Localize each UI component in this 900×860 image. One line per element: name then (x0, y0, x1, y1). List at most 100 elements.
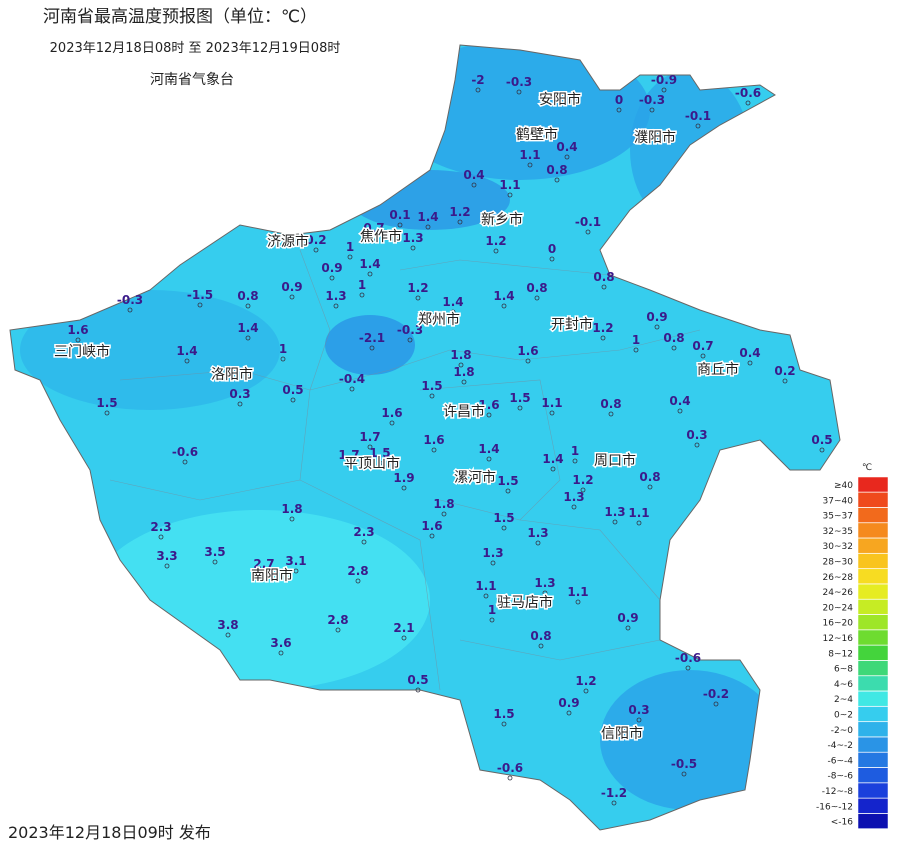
station-dot (583, 688, 589, 694)
station-dot (713, 701, 719, 707)
station-value: -0.1 (685, 109, 711, 123)
station-value: 0.4 (739, 346, 760, 360)
station-dot (654, 324, 660, 330)
station-dot (369, 345, 375, 351)
station-dot (389, 420, 395, 426)
legend-swatch (857, 767, 889, 783)
station-dot (554, 177, 560, 183)
station-dot (415, 687, 421, 693)
legend-label: 8~12 (828, 649, 853, 659)
legend-swatch (857, 599, 889, 615)
station-dot (564, 154, 570, 160)
station-dot (505, 488, 511, 494)
station-dot (580, 487, 586, 493)
station-dot (550, 466, 556, 472)
legend-label: -12~-8 (822, 787, 853, 797)
station-value: 0.8 (600, 397, 621, 411)
station-value: 1.4 (176, 344, 197, 358)
station-value: 0.2 (774, 364, 795, 378)
station-dot (401, 485, 407, 491)
station-dot (346, 462, 352, 468)
station-value: 1.5 (493, 511, 514, 525)
station-value: 1.6 (67, 323, 88, 337)
legend-swatch (857, 537, 889, 554)
station-value: 0.5 (282, 383, 303, 397)
station-dot (289, 516, 295, 522)
station-dot (549, 410, 555, 416)
station-dot (490, 560, 496, 566)
station-dot (601, 284, 607, 290)
station-value: 1.5 (421, 379, 442, 393)
station-value: 1 (358, 278, 366, 292)
station-dot (671, 345, 677, 351)
station-value: 0.5 (811, 433, 832, 447)
station-value: 0 (615, 93, 623, 107)
legend-label: 12~16 (823, 634, 854, 644)
station-value: -0.6 (497, 761, 523, 775)
station-dot (367, 271, 373, 277)
city-name: 新乡市 (481, 211, 523, 228)
station-dot (429, 393, 435, 399)
station-value: 1 (488, 603, 496, 617)
station-value: 1.6 (421, 519, 442, 533)
legend-swatch (857, 752, 889, 768)
station-dot (534, 295, 540, 301)
station-value: -0.6 (735, 86, 761, 100)
station-value: -2.1 (359, 331, 385, 345)
issuer: 河南省气象台 (150, 72, 234, 88)
city-name: 南阳市 (251, 567, 293, 584)
station-dot (182, 459, 188, 465)
station-dot (493, 248, 499, 254)
station-value: 1.1 (567, 585, 588, 599)
station-dot (571, 504, 577, 510)
station-value: 1.1 (499, 178, 520, 192)
station-dot (489, 617, 495, 623)
legend-swatch (857, 813, 889, 829)
station-dot (212, 559, 218, 565)
station-dot (486, 412, 492, 418)
station-dot (677, 408, 683, 414)
city-name: 济源市 (267, 233, 309, 250)
legend-swatch (857, 629, 889, 646)
station-value: 1.4 (478, 442, 499, 456)
station-value: 1.7 (338, 448, 359, 462)
legend-swatch (857, 507, 889, 523)
station-value: 0.9 (646, 310, 667, 324)
station-dot (347, 254, 353, 260)
station-value: 1.6 (517, 344, 538, 358)
station-dot (225, 632, 231, 638)
legend-swatch (857, 645, 889, 661)
station-dot (429, 533, 435, 539)
station-value: 0.8 (526, 281, 547, 295)
city-name: 漯河市 (454, 469, 496, 486)
station-value: 1.4 (417, 210, 438, 224)
station-dot (661, 87, 667, 93)
station-value: 2.3 (353, 525, 374, 539)
station-value: 1.5 (509, 391, 530, 405)
station-dot (685, 665, 691, 671)
station-dot (407, 337, 413, 343)
station-value: 3.5 (204, 545, 225, 559)
station-dot (371, 235, 377, 241)
station-dot (293, 568, 299, 574)
station-value: 0.8 (546, 163, 567, 177)
station-dot (819, 447, 825, 453)
station-value: 2.3 (150, 520, 171, 534)
station-dot (197, 302, 203, 308)
station-value: 0.7 (363, 221, 384, 235)
station-value: 2.8 (347, 564, 368, 578)
station-dot (611, 800, 617, 806)
station-dot (649, 107, 655, 113)
station-value: 0.4 (669, 394, 690, 408)
legend-swatch (857, 568, 889, 585)
station-dot (633, 347, 639, 353)
station-value: -0.6 (172, 445, 198, 459)
legend-label: 28~30 (823, 558, 854, 568)
legend-label: 16~20 (823, 619, 854, 629)
station-dot (600, 335, 606, 341)
station-value: 2.8 (327, 613, 348, 627)
station-value: 0.5 (407, 673, 428, 687)
station-dot (245, 335, 251, 341)
city-name: 安阳市 (539, 91, 581, 108)
